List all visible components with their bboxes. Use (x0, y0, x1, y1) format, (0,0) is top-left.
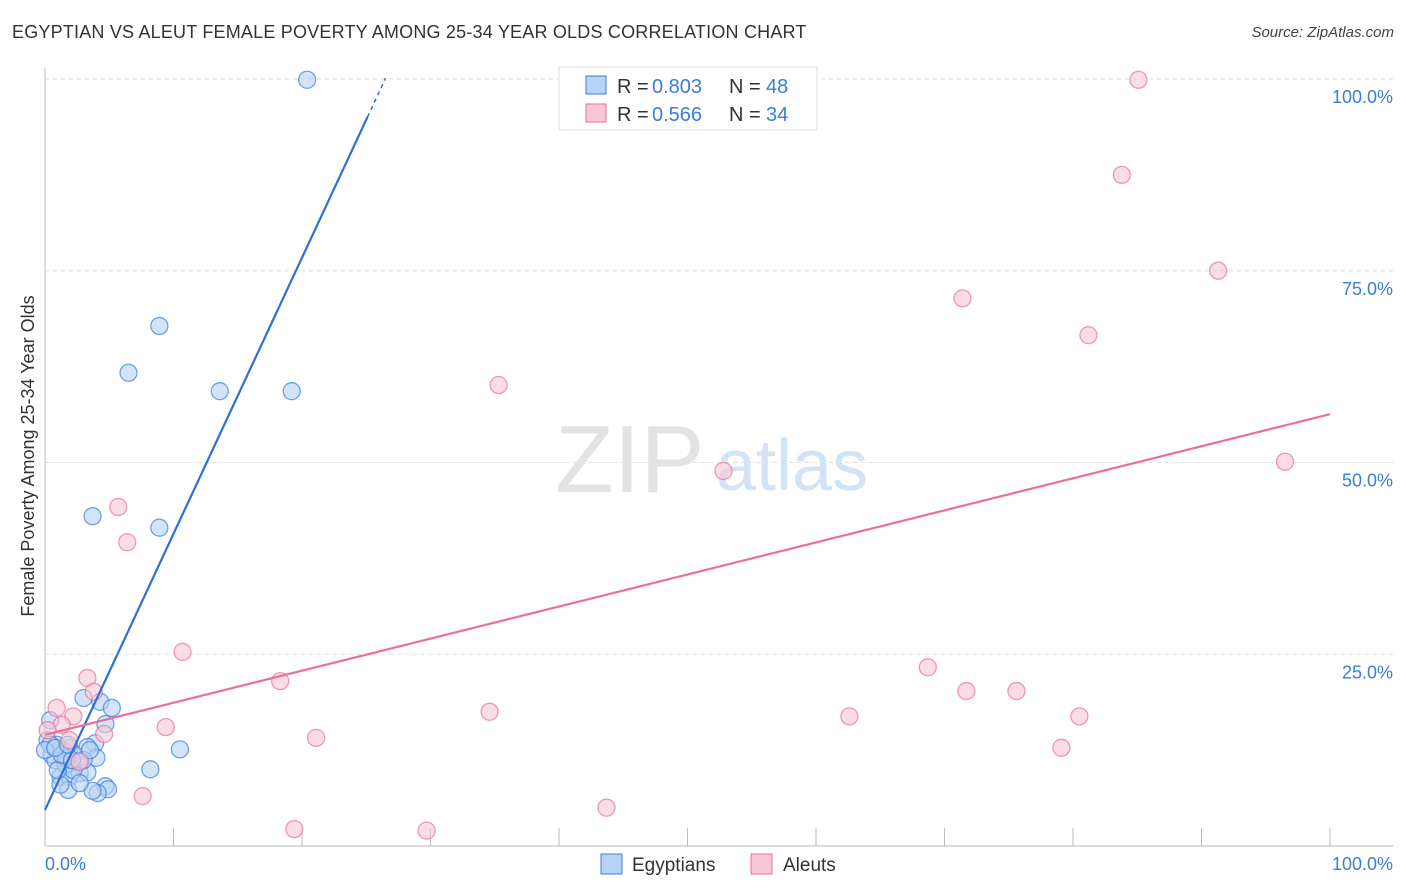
egyptians-point (141, 760, 160, 779)
egyptians-point (119, 363, 138, 382)
aleuts-point (714, 461, 733, 481)
watermark-atlas: atlas (716, 426, 868, 506)
egyptians-point (297, 70, 317, 89)
n-label: N = (729, 104, 761, 126)
aleuts-point (1275, 452, 1295, 471)
aleuts-point (918, 658, 937, 677)
chart-title: EGYPTIAN VS ALEUT FEMALE POVERTY AMONG 2… (12, 22, 807, 42)
egyptians-point (282, 382, 301, 401)
aleuts-point (840, 707, 859, 726)
aleuts-point (70, 752, 89, 771)
y-tick-label: 50.0% (1342, 471, 1393, 491)
r-label: R = (617, 76, 649, 98)
aleuts-point (133, 786, 152, 806)
legend-aleuts-swatch (750, 853, 773, 875)
x-tick-label-max: 100.0% (1332, 854, 1393, 874)
egyptians-point (150, 316, 169, 336)
egyptians-point (150, 518, 169, 537)
y-tick-label: 100.0% (1332, 87, 1393, 107)
aleuts-point (94, 724, 114, 744)
aleuts-point (957, 681, 976, 701)
egyptians-point (70, 773, 89, 793)
r-label: R = (617, 104, 649, 126)
aleuts-point (306, 728, 326, 748)
n-value: 34 (766, 104, 788, 126)
aleuts-point (597, 798, 616, 817)
n-value: 48 (766, 76, 788, 98)
aleuts-point (417, 821, 436, 840)
aleuts-point (173, 642, 192, 662)
y-tick-label: 25.0% (1342, 662, 1393, 682)
aleuts-point (118, 533, 137, 552)
legend-swatch-egyptians (585, 75, 607, 95)
aleuts-point (953, 289, 972, 308)
aleuts-point (47, 698, 66, 718)
aleuts-point (1079, 326, 1098, 345)
aleuts-point (1007, 681, 1026, 701)
aleuts-point (480, 702, 499, 721)
watermark-zip: ZIP (555, 406, 704, 513)
r-value: 0.803 (652, 76, 702, 98)
aleuts-point (285, 819, 304, 839)
legend-egyptians-swatch (600, 853, 623, 875)
x-tick-label-min: 0.0% (45, 854, 86, 874)
egyptians-point (210, 382, 229, 401)
egyptians-point (80, 740, 100, 760)
aleuts-point (1129, 70, 1148, 89)
legend-aleuts-label: Aleuts (783, 855, 836, 876)
aleuts-point (156, 717, 175, 737)
aleuts-point (1209, 261, 1228, 280)
egyptians-point (170, 740, 190, 759)
aleuts-point (1052, 738, 1071, 757)
legend-swatch-aleuts (585, 103, 607, 123)
aleuts-point (1112, 165, 1131, 185)
aleuts-point (109, 497, 128, 517)
egyptians-point (102, 698, 121, 718)
source-label: Source: ZipAtlas.com (1251, 24, 1394, 41)
aleuts-point (489, 375, 508, 395)
egyptians-trend-extension (366, 77, 387, 118)
aleuts-point (1070, 707, 1089, 726)
stats-legend: R = 0.803 N = 48 R = 0.566 N = 34 (558, 66, 818, 131)
egyptians-point (83, 507, 102, 526)
y-axis-label: Female Poverty Among 25-34 Year Olds (18, 295, 38, 616)
r-value: 0.566 (652, 104, 702, 126)
legend-egyptians-label: Egyptians (632, 855, 715, 876)
n-label: N = (729, 76, 761, 98)
series-legend: Egyptians Aleuts (600, 853, 836, 876)
y-tick-label: 75.0% (1342, 279, 1393, 299)
aleuts-trend-line (44, 413, 1331, 736)
aleuts-point (38, 721, 57, 740)
egyptians-trend-line (44, 116, 369, 811)
